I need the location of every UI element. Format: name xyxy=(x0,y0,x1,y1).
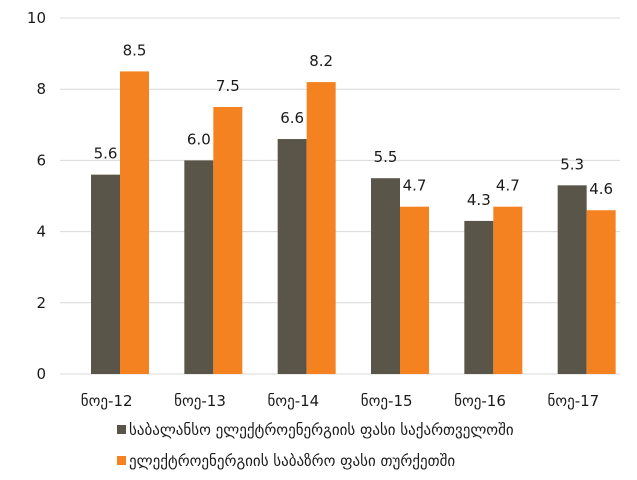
bar xyxy=(213,107,243,374)
data-label: 6.0 xyxy=(187,130,211,148)
x-tick-label: ნოე-15 xyxy=(361,392,413,410)
y-tick-label: 6 xyxy=(36,151,46,169)
data-label: 5.5 xyxy=(374,148,398,166)
data-label: 4.7 xyxy=(496,177,520,195)
x-tick-label: ნოე-13 xyxy=(174,392,226,410)
data-label: 6.6 xyxy=(280,109,304,127)
y-axis-ticks: 0 2 4 6 8 10 xyxy=(27,9,46,383)
bar xyxy=(91,174,120,374)
data-label: 4.3 xyxy=(467,191,491,209)
bar xyxy=(557,185,587,374)
y-tick-label: 8 xyxy=(36,80,46,98)
bar xyxy=(306,82,336,374)
bar xyxy=(586,210,616,374)
data-label: 5.6 xyxy=(94,145,118,163)
bar xyxy=(277,139,307,374)
data-label: 7.5 xyxy=(216,77,240,95)
y-tick-label: 2 xyxy=(36,294,46,312)
legend-swatch xyxy=(117,425,126,434)
bars xyxy=(91,71,616,375)
x-tick-label: ნოე-14 xyxy=(267,392,319,410)
bar xyxy=(464,220,494,374)
x-tick-label: ნოე-12 xyxy=(81,392,133,410)
y-tick-label: 4 xyxy=(36,223,46,241)
bar xyxy=(400,206,429,374)
bar xyxy=(371,178,400,374)
data-labels: 5.6 8.5 6.0 7.5 6.6 8.2 5.5 4.7 4.3 4.7 5.3 4.6 xyxy=(94,41,614,209)
legend-label: საბალანსო ელექტროენერგიის ფასი საქართველ… xyxy=(129,421,514,439)
x-axis-ticks: ნოე-12 ნოე-13 ნოე-14 ნოე-15 ნოე-16 ნოე-17 xyxy=(81,392,599,410)
bar xyxy=(120,71,149,375)
gridlines xyxy=(60,17,620,375)
data-label: 5.3 xyxy=(560,155,584,173)
legend-swatch xyxy=(117,456,126,465)
data-label: 4.6 xyxy=(589,180,613,198)
y-tick-label: 10 xyxy=(27,9,46,27)
y-tick-label: 0 xyxy=(36,365,46,383)
data-label: 8.5 xyxy=(123,41,147,59)
data-label: 8.2 xyxy=(309,52,333,70)
data-label: 4.7 xyxy=(403,177,427,195)
x-tick-label: ნოე-16 xyxy=(454,392,506,410)
legend-label: ელექტროენერგიის საბაზრო ფასი თურქეთში xyxy=(129,452,455,470)
bar xyxy=(184,160,214,374)
x-tick-label: ნოე-17 xyxy=(547,392,599,410)
legend: საბალანსო ელექტროენერგიის ფასი საქართველ… xyxy=(117,421,514,470)
bar xyxy=(493,206,523,374)
